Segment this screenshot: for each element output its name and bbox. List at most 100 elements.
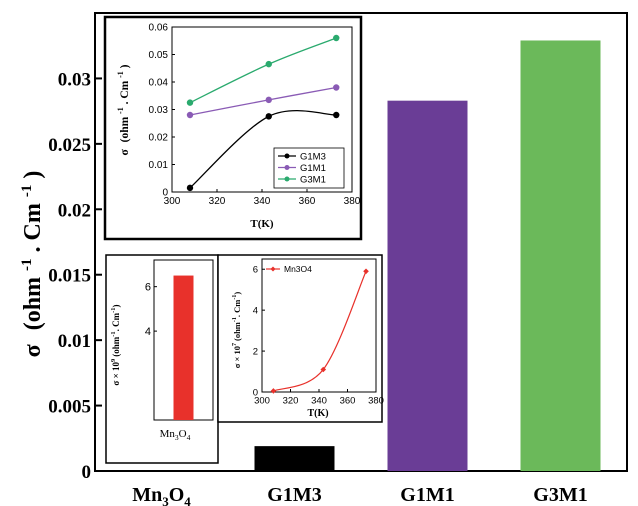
inset-bar-y-tick-label: 6 <box>145 282 151 294</box>
legend-label-g3m1: G3M1 <box>300 174 326 185</box>
bar-g3m1 <box>520 40 601 471</box>
data-point-g3m1 <box>186 99 194 106</box>
x-tick-label: 340 <box>254 196 271 207</box>
data-point-g3m1 <box>265 60 272 68</box>
legend-marker-g1m3 <box>284 153 290 159</box>
legend-label-g1m1: G1M1 <box>300 163 326 174</box>
inset-bar-y-sup2: -1 <box>110 307 117 312</box>
main-y-tick-label: 0 <box>82 462 92 483</box>
inset-bar-y-sup0: 9 <box>110 358 117 362</box>
inset-bar-x-mid: O <box>179 428 187 440</box>
y-label-lead: (ohm <box>20 277 46 330</box>
inset-mn-axes: 300 320 340 360 380 0 2 4 6 <box>253 265 384 407</box>
inset-mn-frame <box>217 254 383 423</box>
inset-mn-y-sup1: -1 <box>232 317 238 322</box>
data-point-g1m1 <box>186 111 194 119</box>
x-tick-label: 320 <box>283 396 299 407</box>
inset-mn-y-mid2: . Cm <box>232 300 242 317</box>
main-bars <box>121 40 601 471</box>
data-point-g1m1 <box>265 96 272 104</box>
data-point-mn3o4 <box>363 268 369 275</box>
y-label-sup2: -1 <box>19 185 35 198</box>
y-tick-label: 0.06 <box>149 23 169 34</box>
x-tick-label-part: O <box>169 484 185 506</box>
inset-y-sigma: σ <box>119 149 131 156</box>
y-label-mid: . Cm <box>20 203 46 252</box>
inset-bar-x-main: Mn <box>160 428 176 440</box>
x-tick-label: 340 <box>311 396 327 407</box>
main-y-axis-label: σ (ohm -1 . Cm -1 ) <box>11 171 46 358</box>
x-tick-label: 300 <box>254 396 270 407</box>
inset-line-chart-frame <box>103 15 363 241</box>
x-tick-label-part: 3 <box>162 494 169 506</box>
bar-g1m3 <box>254 446 335 471</box>
main-y-tick-label: 0.01 <box>58 331 91 352</box>
inset-mn-x-axis-label: T(K) <box>307 408 328 419</box>
inset-y-lead: (ohm <box>119 116 131 142</box>
inset-mn-y-axis-label: σ × 107(ohm-1. Cm-1) <box>232 292 242 369</box>
inset-bar-y-tail: ) <box>111 304 121 307</box>
inset-bar-y-lead: σ × 10 <box>111 362 121 386</box>
y-tick-label: 2 <box>253 346 258 357</box>
y-tick-label: 0.01 <box>149 160 169 171</box>
inset-bar-x-label: Mn3O4 <box>160 428 191 442</box>
inset-line-axes: 300 320 340 360 380 0 0.01 0.02 0.03 0.04 0.05 0.06 <box>149 23 361 208</box>
data-point-g1m3 <box>333 111 340 119</box>
inset-mn-legend: Mn3O4 <box>266 264 312 274</box>
x-tick-label-mn3o4: Mn3O4 <box>132 484 191 506</box>
x-tick-label: 380 <box>368 396 384 407</box>
y-tick-label: 6 <box>253 265 258 276</box>
x-tick-label: 300 <box>164 196 181 207</box>
inset-bar-y-tick-label: 4 <box>145 326 151 338</box>
inset-bar-x-sub2: 4 <box>187 433 191 442</box>
y-tick-label: 0.03 <box>149 105 169 116</box>
x-tick-label: 320 <box>209 196 226 207</box>
inset-mn-y-tail: ) <box>232 292 242 295</box>
main-y-tick-label: 0.015 <box>48 266 91 287</box>
series-line-mn3o4 <box>273 271 367 392</box>
inset-y-sup1: -1 <box>116 107 125 114</box>
y-tick-label: 0 <box>162 188 168 199</box>
y-label-tail: ) <box>20 171 46 179</box>
inset-bar-y-sup1: -1 <box>110 331 117 336</box>
main-x-axis: Mn3O4 G1M3 G1M1 G3M1 <box>132 484 588 506</box>
data-point-mn3o4 <box>320 366 327 373</box>
data-point-mn3o4 <box>270 388 277 394</box>
inset-y-sup2: -1 <box>116 71 125 78</box>
main-y-tick-label: 0.02 <box>58 200 91 221</box>
x-tick-label: 360 <box>340 396 356 407</box>
inset-bar-y-mid: (ohm <box>111 336 121 357</box>
inset-mn-y-lead: σ × 10 <box>232 346 242 368</box>
y-tick-label: 0.04 <box>149 78 169 89</box>
legend-marker-mn3o4 <box>270 266 276 272</box>
data-point-g3m1 <box>333 34 340 42</box>
inset-line-series <box>186 34 340 192</box>
data-point-g1m1 <box>333 84 340 91</box>
main-y-tick-label: 0.025 <box>48 135 91 156</box>
x-tick-label-g1m3: G1M3 <box>267 484 321 506</box>
inset-y-mid: . Cm <box>119 80 131 104</box>
y-label-sup1: -1 <box>19 258 35 271</box>
main-y-tick-label: 0.03 <box>58 69 91 90</box>
legend-label-g1m3: G1M3 <box>300 151 326 162</box>
inset-mn-y-sup2: -1 <box>232 295 238 300</box>
inset-bar-frame <box>105 254 219 464</box>
x-tick-label: 360 <box>299 196 316 207</box>
x-tick-label-g1m1: G1M1 <box>400 484 454 506</box>
inset-line-x-axis-label: T(K) <box>250 218 274 230</box>
legend-label-mn3o4: Mn3O4 <box>284 264 312 274</box>
inset-line-y-axis-label: σ (ohm -1 . Cm -1 ) <box>114 64 131 155</box>
y-tick-label: 4 <box>253 305 258 316</box>
inset-mn-y-mid: (ohm <box>232 322 242 341</box>
x-tick-label-part: 4 <box>184 494 191 506</box>
inset-bar-content: 46 <box>145 275 194 420</box>
inset-mn3o4-bar-chart: 46 Mn3O4 σ × 109(ohm-1. Cm-1) <box>105 254 219 464</box>
x-tick-label-g3m1: G3M1 <box>533 484 587 506</box>
main-plot-frame <box>94 12 628 472</box>
inset-y-tail: ) <box>119 64 131 68</box>
inset-bar-x-sub1: 3 <box>175 433 179 442</box>
inset-bar-mn3o4 <box>173 275 194 420</box>
inset-bar-y-axis-label: σ × 109(ohm-1. Cm-1) <box>110 304 121 385</box>
y-tick-label: 0.05 <box>149 50 169 61</box>
